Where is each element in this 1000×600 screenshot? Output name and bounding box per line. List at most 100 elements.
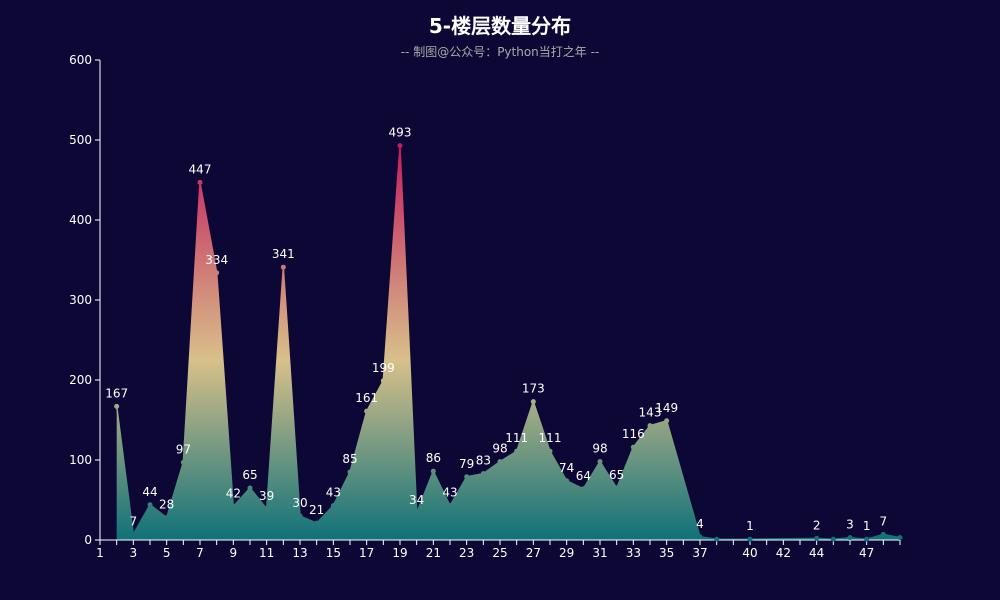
data-point	[647, 423, 653, 429]
x-tick-label: 17	[359, 546, 374, 560]
data-label: 43	[326, 486, 341, 500]
data-point	[464, 474, 470, 480]
data-point	[180, 459, 186, 465]
data-label: 111	[539, 431, 562, 445]
data-point	[280, 264, 286, 270]
data-point	[830, 536, 836, 542]
data-point	[897, 535, 903, 541]
x-tick-label: 25	[492, 546, 507, 560]
data-label: 493	[389, 126, 412, 140]
data-point	[847, 535, 853, 541]
x-tick-label: 31	[592, 546, 607, 560]
data-label: 65	[242, 468, 257, 482]
data-label: 341	[272, 247, 295, 261]
data-point	[314, 520, 320, 526]
x-tick-label: 1	[96, 546, 104, 560]
data-label: 98	[492, 442, 507, 456]
x-tick-label: 21	[426, 546, 441, 560]
data-point	[197, 179, 203, 185]
data-label: 334	[205, 253, 228, 267]
data-point	[330, 503, 336, 509]
data-label: 116	[622, 427, 645, 441]
data-label: 85	[342, 452, 357, 466]
data-label: 111	[505, 431, 528, 445]
data-label: 143	[639, 406, 662, 420]
data-point	[880, 531, 886, 537]
data-point	[714, 536, 720, 542]
data-point	[364, 408, 370, 414]
x-tick-label: 44	[809, 546, 824, 560]
data-label: 7	[130, 514, 138, 528]
data-point	[430, 468, 436, 474]
y-tick-label: 100	[69, 453, 92, 467]
y-tick-label: 600	[69, 53, 92, 67]
x-tick-label: 23	[459, 546, 474, 560]
chart-title: 5-楼层数量分布	[429, 14, 571, 38]
data-label: 64	[576, 469, 591, 483]
y-tick-label: 200	[69, 373, 92, 387]
data-label: 3	[846, 518, 854, 532]
data-point	[480, 471, 486, 477]
data-point	[347, 469, 353, 475]
x-tick-label: 7	[196, 546, 204, 560]
data-point	[547, 448, 553, 454]
y-tick-label: 500	[69, 133, 92, 147]
data-label: 74	[559, 461, 574, 475]
data-label: 28	[159, 498, 174, 512]
x-tick-label: 35	[659, 546, 674, 560]
data-point	[164, 515, 170, 521]
data-label: 86	[426, 451, 441, 465]
data-label: 98	[592, 442, 607, 456]
data-point	[397, 143, 403, 149]
data-point	[580, 486, 586, 492]
data-label: 447	[189, 162, 212, 176]
data-point	[814, 535, 820, 541]
data-label: 43	[442, 486, 457, 500]
data-label: 39	[259, 489, 274, 503]
x-tick-label: 40	[742, 546, 757, 560]
x-tick-label: 9	[230, 546, 238, 560]
y-tick-label: 0	[84, 533, 92, 547]
data-point	[697, 534, 703, 540]
x-tick-label: 5	[163, 546, 171, 560]
area-fill	[116, 145, 900, 540]
data-label: 65	[609, 468, 624, 482]
data-point	[247, 485, 253, 491]
data-point	[114, 403, 120, 409]
data-label: 199	[372, 361, 395, 375]
x-tick-label: 19	[392, 546, 407, 560]
data-point	[380, 378, 386, 384]
data-label: 2	[813, 518, 821, 532]
chart-subtitle: -- 制图@公众号：Python当打之年 --	[401, 45, 600, 59]
data-label: 1	[746, 519, 754, 533]
data-label: 30	[292, 496, 307, 510]
data-point	[230, 503, 236, 509]
data-label: 173	[522, 382, 545, 396]
data-point	[864, 536, 870, 542]
data-point	[530, 399, 536, 405]
y-tick-label: 300	[69, 293, 92, 307]
data-point	[664, 418, 670, 424]
data-label: 4	[696, 517, 704, 531]
data-point	[264, 506, 270, 512]
data-point	[130, 531, 136, 537]
data-label: 79	[459, 457, 474, 471]
data-label: 44	[142, 485, 157, 499]
data-point	[297, 513, 303, 519]
x-tick-label: 29	[559, 546, 574, 560]
x-tick-label: 47	[859, 546, 874, 560]
data-label: 149	[655, 401, 678, 415]
data-label: 21	[309, 503, 324, 517]
data-label: 167	[105, 386, 128, 400]
x-tick-label: 33	[626, 546, 641, 560]
data-point	[564, 478, 570, 484]
data-point	[747, 536, 753, 542]
x-tick-label: 13	[292, 546, 307, 560]
data-point	[447, 503, 453, 509]
data-point	[514, 448, 520, 454]
data-label: 83	[476, 454, 491, 468]
data-point	[214, 270, 220, 276]
